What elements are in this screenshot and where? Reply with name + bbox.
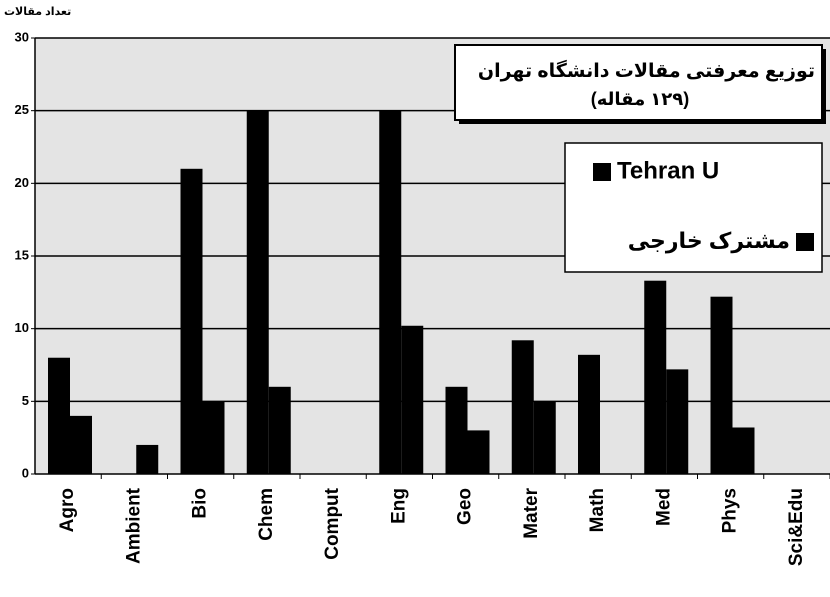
bar [136,444,159,474]
bar [710,296,733,474]
x-tick-label: Mater [521,487,542,538]
chart-subtitle: (۱۲۹ مقاله) [591,89,690,109]
y-tick-label: 20 [15,175,29,190]
bar [401,325,424,474]
x-tick-label: Sci&Edu [786,488,807,566]
bar [246,110,269,475]
bar [533,401,556,474]
x-tick-label: Math [587,488,608,532]
bar [70,415,92,474]
legend-label: مشترک خارجی [628,228,790,254]
title-box [454,44,823,121]
x-tick-label: Ambient [123,487,144,564]
bar [48,357,70,474]
x-tick-label: Agro [57,488,78,532]
bar [202,401,225,474]
bar [578,354,600,474]
legend-label: Tehran U [617,157,719,184]
chart-title: توزیع معرفتی مقالات دانشگاه تهران [478,59,815,82]
bar [666,369,689,474]
x-tick-label: Med [653,488,674,526]
bar [644,280,667,474]
y-axis-title: تعداد مقالات [4,6,71,18]
bar [511,340,534,474]
bar [445,386,468,474]
x-tick-label: Phys [720,488,741,533]
y-tick-label: 15 [15,247,29,262]
y-tick-label: 5 [22,393,29,408]
bar [180,168,203,475]
x-tick-label: Comput [322,487,343,559]
legend-swatch [796,233,814,251]
bar [467,430,490,474]
y-tick-label: 0 [22,465,29,480]
y-tick-label: 30 [15,29,29,44]
x-tick-label: Bio [190,488,211,519]
x-tick-label: Eng [388,488,409,524]
y-tick-label: 25 [15,102,29,117]
y-tick-label: 10 [15,320,29,335]
bar [732,427,755,474]
bar [268,386,291,474]
legend-swatch [593,163,611,181]
x-tick-label: Geo [455,488,476,525]
x-tick-label: Chem [256,488,277,541]
bar [379,110,402,475]
